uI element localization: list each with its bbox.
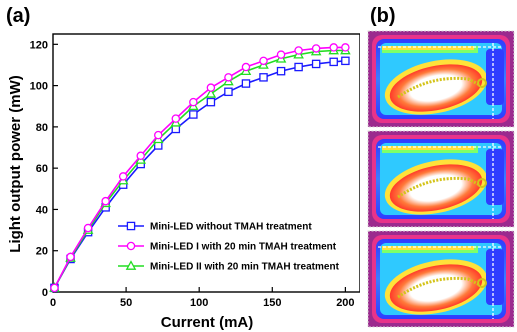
legend: Mini-LED without TMAH treatment Mini-LED … xyxy=(118,222,340,273)
data-point xyxy=(206,83,216,92)
data-point xyxy=(206,97,216,107)
x-tick-label: 0 xyxy=(50,297,56,309)
data-point xyxy=(171,114,181,123)
y-tick-label: 120 xyxy=(30,39,48,51)
data-point xyxy=(329,57,338,67)
data-point xyxy=(118,172,128,181)
thermal-image-3 xyxy=(367,230,515,328)
y-tick-label: 60 xyxy=(36,163,48,175)
data-point xyxy=(276,50,286,59)
x-axis-title: Current (mA) xyxy=(161,314,254,331)
data-point xyxy=(294,62,303,72)
plot-frame xyxy=(52,33,360,293)
data-point xyxy=(136,151,145,161)
thermal-image-2 xyxy=(367,130,515,228)
series-line xyxy=(53,49,346,289)
data-point xyxy=(83,223,93,233)
data-point xyxy=(329,43,338,52)
y-tick-label: 0 xyxy=(42,287,48,299)
data-point xyxy=(101,196,110,206)
data-point xyxy=(224,87,233,97)
series-3 xyxy=(49,44,351,292)
y-axis-title: Light output power (mW) xyxy=(7,75,24,252)
x-tick-label: 50 xyxy=(120,297,132,309)
y-tick-label: 80 xyxy=(36,122,48,134)
data-point xyxy=(259,73,268,82)
y-tick-label: 100 xyxy=(30,81,48,93)
data-point xyxy=(259,56,268,66)
series-line xyxy=(53,60,346,289)
data-point xyxy=(311,44,321,53)
data-point xyxy=(224,73,233,82)
x-tick-label: 200 xyxy=(336,297,354,309)
legend-entry: Mini-LED I with 20 min TMAH treatment xyxy=(150,242,337,253)
legend-marker xyxy=(126,241,136,251)
legend-marker xyxy=(126,221,136,231)
x-tick-label: 100 xyxy=(190,297,208,309)
thermal-image-1 xyxy=(367,30,515,128)
legend-entry: Mini-LED without TMAH treatment xyxy=(150,222,312,233)
series-2 xyxy=(50,43,350,293)
data-point xyxy=(341,56,350,66)
panel-b-label: (b) xyxy=(370,5,396,27)
thermal-images-panel xyxy=(367,30,515,328)
data-point xyxy=(276,66,286,76)
data-point xyxy=(241,62,251,72)
data-point xyxy=(294,46,303,55)
data-point xyxy=(66,252,75,262)
data-point xyxy=(154,130,163,140)
data-point xyxy=(189,97,198,107)
x-tick-label: 150 xyxy=(263,297,281,309)
legend-entry: Mini-LED II with 20 min TMAH treatment xyxy=(150,262,340,273)
data-point xyxy=(341,43,350,52)
panel-a-label: (a) xyxy=(6,5,31,27)
data-point xyxy=(189,110,198,119)
data-point xyxy=(241,79,251,88)
data-point xyxy=(205,88,217,98)
y-tick-label: 40 xyxy=(36,204,48,216)
data-point xyxy=(50,283,59,293)
legend-marker xyxy=(125,260,137,270)
data-point xyxy=(311,59,321,69)
series-1 xyxy=(50,56,350,293)
y-tick-label: 20 xyxy=(36,246,48,258)
light-output-chart: 0 50 100 150 200 0 20 40 60 80 100 120 Mini-LED with… xyxy=(7,33,360,331)
